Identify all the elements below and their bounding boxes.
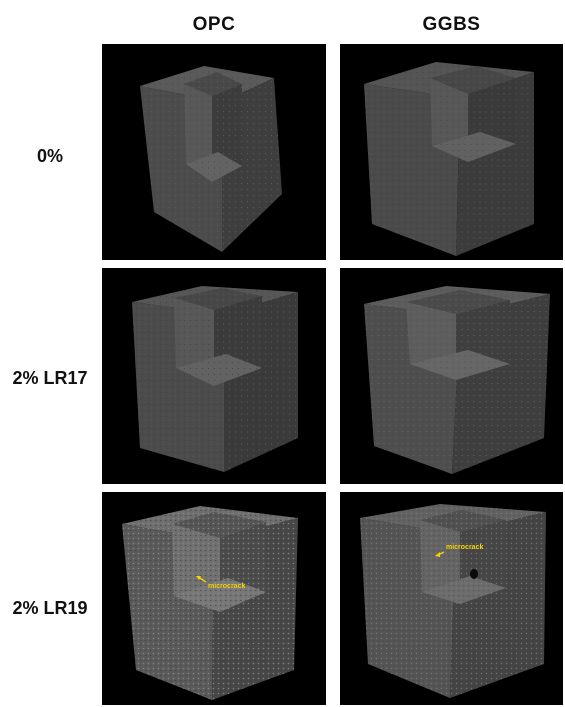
row-label-2-percent-lr19: 2% LR19 (12, 598, 88, 618)
microcrack-label-opc: microcrack (208, 583, 245, 590)
ct-scan-opc-2-percent-lr19: microcrack (102, 492, 326, 705)
ct-scan-ggbs-0-percent (340, 44, 563, 260)
column-header-ggbs: GGBS (422, 14, 481, 35)
pore-void (470, 569, 478, 579)
cube-render-opc-lr19: microcrack (122, 506, 298, 700)
ct-scan-opc-2-percent-lr17 (102, 268, 326, 484)
cube-render-opc-lr17 (132, 286, 298, 472)
ct-scan-ggbs-2-percent-lr17 (340, 268, 563, 484)
microcrack-label-ggbs: microcrack (446, 544, 483, 551)
cube-render-opc-0 (140, 66, 282, 252)
row-label-0-percent: 0% (36, 146, 63, 166)
row-label-2-percent-lr17: 2% LR17 (12, 368, 88, 388)
cube-render-ggbs-lr17 (364, 286, 550, 474)
ct-scan-opc-0-percent (102, 44, 326, 260)
cube-render-ggbs-lr19: microcrack (360, 504, 546, 698)
ct-scan-ggbs-2-percent-lr19: microcrack (340, 492, 563, 705)
cube-render-ggbs-0 (364, 62, 534, 256)
column-header-opc: OPC (192, 14, 236, 35)
